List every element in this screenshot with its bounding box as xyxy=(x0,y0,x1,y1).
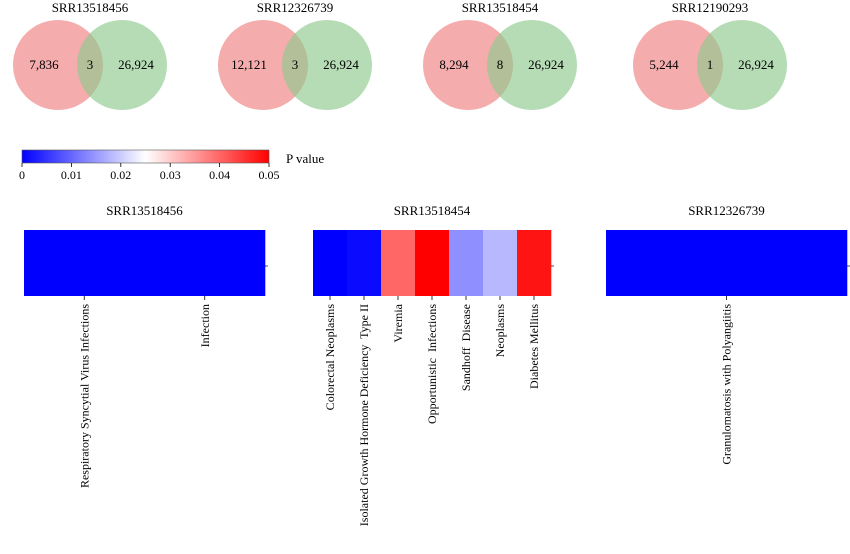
venn-right-count: 26,924 xyxy=(323,57,359,72)
heatmap-category-label: Neoplasms xyxy=(493,304,507,358)
heatmap-category-label: Colorectal Neoplasms xyxy=(323,304,337,411)
heatmap-category-label: Granulomatosis with Polyangiitis xyxy=(720,304,734,465)
venn-overlap-count: 8 xyxy=(497,57,504,72)
colorbar-tick-label: 0.02 xyxy=(110,168,131,182)
colorbar-tick-label: 0.05 xyxy=(259,168,280,182)
colorbar-tick-label: 0.04 xyxy=(209,168,230,182)
heatmap-cell xyxy=(313,230,348,296)
heatmap-category-label: Diabetes Mellitus xyxy=(527,304,541,389)
venn-left-count: 7,836 xyxy=(29,57,59,72)
venn-left-circle xyxy=(13,20,103,110)
heatmap-category-label: Infection xyxy=(198,304,212,347)
venn-title: SRR12190293 xyxy=(672,0,749,15)
heatmaps: SRR13518456 Respiratory Syncytial Virus I… xyxy=(24,203,850,526)
heatmap-cell xyxy=(24,230,145,296)
venn-title: SRR13518454 xyxy=(462,0,539,15)
heatmap-cell xyxy=(483,230,518,296)
colorbar-tick-label: 0 xyxy=(19,168,25,182)
venn-title: SRR12326739 xyxy=(257,0,334,15)
heatmap-cell xyxy=(381,230,416,296)
venn-title: SRR13518456 xyxy=(52,0,129,15)
heatmap-panel-1: SRR13518456 Respiratory Syncytial Virus I… xyxy=(24,203,268,488)
heatmap-category-label: Respiratory Syncytial Virus Infections xyxy=(77,304,91,488)
venn-4: SRR12190293 5,244 1 26,924 xyxy=(633,0,787,110)
venn-left-count: 5,244 xyxy=(649,57,679,72)
venn-3: SRR13518454 8,294 8 26,924 xyxy=(423,0,577,110)
venn-left-count: 8,294 xyxy=(439,57,469,72)
colorbar: P value 0 0.01 0.02 0.03 0.04 0.05 xyxy=(19,149,324,182)
heatmap-cell xyxy=(415,230,450,296)
heatmap-cell xyxy=(449,230,484,296)
venn-right-circle xyxy=(487,20,577,110)
venn-diagrams: SRR13518456 7,836 3 26,924 SRR12326739 12,121… xyxy=(13,0,787,110)
heatmap-cell xyxy=(144,230,266,296)
venn-overlap-count: 3 xyxy=(292,57,299,72)
venn-left-circle xyxy=(633,20,723,110)
heatmap-cell xyxy=(347,230,382,296)
heatmap-category-label: Sandhoff Disease xyxy=(459,304,473,391)
heatmap-category-label: Isolated Growth Hormone Deficiency Type … xyxy=(357,304,371,526)
colorbar-tick-label: 0.03 xyxy=(160,168,181,182)
heatmap-cell xyxy=(517,230,552,296)
heatmap-panel-3: SRR12326739 Granulomatosis with Polyangii… xyxy=(606,203,850,465)
venn-right-circle xyxy=(697,20,787,110)
heatmap-cell xyxy=(606,230,848,296)
colorbar-label: P value xyxy=(286,151,324,166)
venn-overlap-count: 3 xyxy=(87,57,94,72)
heatmap-panel-2: SRR13518454 Colorectal Neoplasms Isolated … xyxy=(313,203,554,526)
venn-left-circle xyxy=(423,20,513,110)
heatmap-title: SRR13518456 xyxy=(106,203,183,218)
venn-1: SRR13518456 7,836 3 26,924 xyxy=(13,0,167,110)
venn-right-count: 26,924 xyxy=(738,57,774,72)
heatmap-category-label: Opportunistic Infections xyxy=(425,304,439,424)
venn-2: SRR12326739 12,121 3 26,924 xyxy=(218,0,372,110)
venn-left-circle xyxy=(218,20,308,110)
venn-right-circle xyxy=(282,20,372,110)
colorbar-tick-label: 0.01 xyxy=(61,168,82,182)
heatmap-title: SRR12326739 xyxy=(688,203,765,218)
heatmap-category-label: Viremia xyxy=(391,303,405,342)
venn-left-count: 12,121 xyxy=(231,57,267,72)
heatmap-title: SRR13518454 xyxy=(394,203,471,218)
venn-overlap-count: 1 xyxy=(707,57,714,72)
venn-right-count: 26,924 xyxy=(118,57,154,72)
venn-right-circle xyxy=(77,20,167,110)
venn-right-count: 26,924 xyxy=(528,57,564,72)
colorbar-gradient xyxy=(21,149,270,164)
